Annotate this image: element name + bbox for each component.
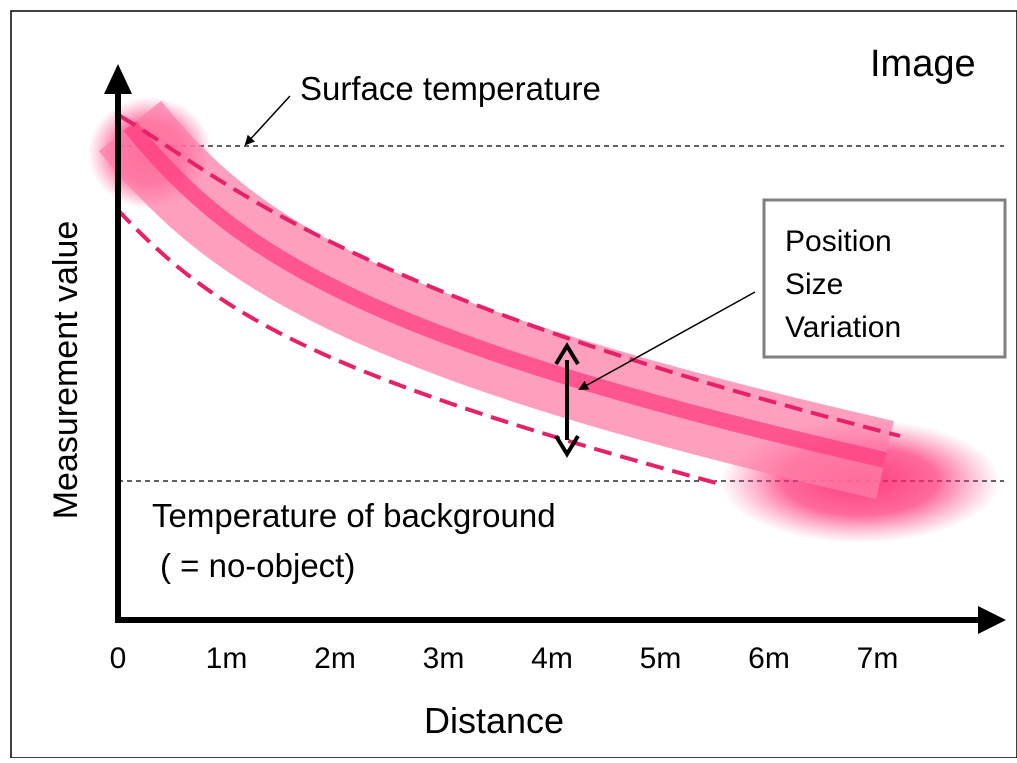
- x-axis-label: Distance: [424, 700, 564, 741]
- x-tick-label: 2m: [314, 642, 356, 675]
- x-axis-arrowhead: [978, 606, 1006, 634]
- x-tick-label: 5m: [640, 642, 682, 675]
- upper-envelope: [118, 114, 901, 438]
- measurement-curve: [123, 120, 887, 468]
- x-tick-label: 6m: [748, 642, 790, 675]
- callout-line-variation: Variation: [785, 311, 901, 344]
- surface-temperature-label: Surface temperature: [300, 70, 601, 107]
- lower-envelope: [116, 208, 721, 486]
- variation-arrow-up: [554, 342, 580, 366]
- callout-line-size: Size: [785, 268, 843, 301]
- corner-label: Image: [870, 43, 976, 85]
- callout-box: [762, 198, 1007, 359]
- y-axis-arrowhead: [104, 64, 132, 94]
- y-axis-label: Measurement value: [47, 221, 85, 520]
- callout-leader-line: [578, 291, 756, 390]
- background-temperature-label: Temperature of background: [152, 497, 556, 534]
- x-tick-label: 3m: [423, 642, 465, 675]
- variation-arrow-down: [554, 434, 580, 458]
- surface-leader-line: [244, 95, 291, 146]
- x-tick-label: 7m: [857, 642, 899, 675]
- x-tick-label: 0: [110, 642, 127, 675]
- x-tick-label: 1m: [206, 642, 248, 675]
- x-tick-label: 4m: [531, 642, 573, 675]
- no-object-label: ( = no-object): [160, 547, 355, 584]
- x-tick-labels: 0 1m 2m 3m 4m 5m 6m 7m: [110, 642, 899, 675]
- callout-line-position: Position: [785, 225, 892, 258]
